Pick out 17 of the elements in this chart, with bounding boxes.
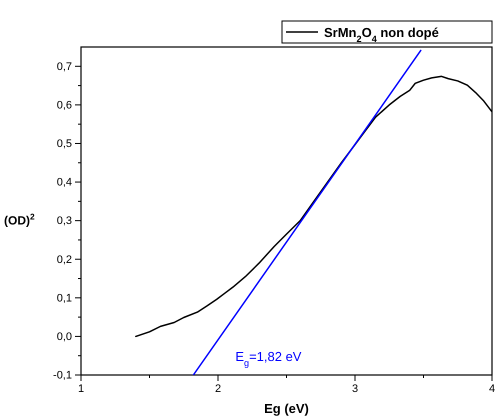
y-tick-label: 0,3 (56, 215, 72, 228)
y-tick-label: 0,5 (56, 138, 72, 150)
x-tick-label: 2 (214, 382, 222, 395)
y-tick-label: 0,6 (56, 99, 72, 112)
annotation: E$_{g}$=1,82 eV (235, 349, 302, 368)
y-tick-label: 0,2 (56, 254, 72, 266)
x-tick-label: 3 (352, 382, 358, 395)
legend-label: SrMn$_{2}$O$_{4}$ non dopé (324, 25, 439, 44)
y-axis-title: (OD)$^{2}$ (4, 212, 35, 228)
x-tick-label: 4 (488, 382, 496, 395)
y-tick-label: -0,1 (53, 370, 72, 382)
x-axis-title: Eg (eV) (264, 401, 309, 416)
y-tick-label: 0,4 (56, 176, 72, 189)
x-tick-label: 1 (78, 382, 84, 395)
y-tick-label: 0,7 (56, 60, 72, 73)
y-tick-label: 0,0 (56, 330, 72, 343)
y-tick-label: 0,1 (56, 292, 72, 304)
